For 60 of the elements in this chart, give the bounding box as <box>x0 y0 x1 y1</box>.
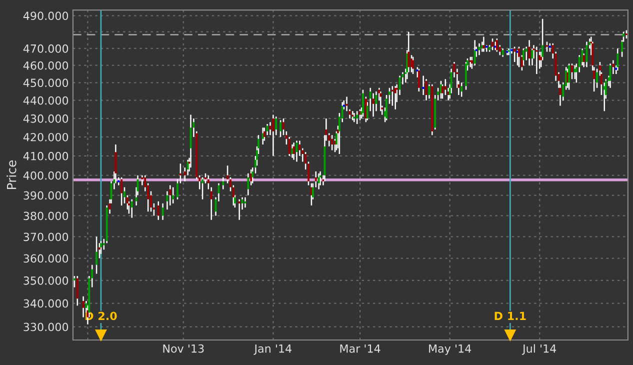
y-tick-label: 380.000 <box>24 212 68 220</box>
x-tick-label: Nov '13 <box>163 344 204 353</box>
ref-line-label: D 1.1 <box>494 312 526 320</box>
candlestick <box>179 163 182 184</box>
candlestick <box>469 56 472 68</box>
candlestick <box>176 178 178 200</box>
candlestick <box>247 172 250 196</box>
x-tick-label: May '14 <box>429 344 472 355</box>
x-tick-label: Jul '14 <box>522 344 556 355</box>
candlestick <box>318 172 320 190</box>
candlestick <box>169 184 172 206</box>
y-tick-label: 400.000 <box>23 171 68 180</box>
y-tick-label: 390.000 <box>24 191 68 200</box>
candlestick <box>571 63 573 80</box>
candlestick <box>130 198 133 218</box>
y-tick-label: 450.000 <box>23 78 68 88</box>
candlestick <box>120 176 123 206</box>
y-tick-label: 430.000 <box>23 114 68 123</box>
y-tick-label: 330.000 <box>24 322 68 332</box>
y-tick-label: 440.000 <box>23 96 68 105</box>
candlestick <box>222 176 224 190</box>
candlestick <box>546 41 548 52</box>
y-axis-title: Price <box>6 160 16 190</box>
y-tick-label: 420.000 <box>23 132 68 142</box>
candlestick <box>76 275 78 306</box>
candlestick <box>353 112 356 123</box>
y-tick-label: 490.000 <box>23 12 68 20</box>
candlestick <box>280 120 282 138</box>
candlestick <box>356 110 358 125</box>
candlestick <box>626 30 628 40</box>
y-tick-label: 370.000 <box>24 232 68 242</box>
candlestick <box>74 275 76 288</box>
candlestick <box>96 236 98 274</box>
candlestick <box>568 63 570 90</box>
y-tick-label: 460.000 <box>23 61 68 70</box>
candlestick <box>391 86 394 106</box>
candlestick <box>394 86 396 110</box>
candlestick <box>272 114 274 157</box>
y-tick-label: 360.000 <box>24 254 68 263</box>
candlestick <box>238 198 240 221</box>
candlestick <box>262 127 264 146</box>
candlestick <box>514 46 516 63</box>
candlestick <box>172 186 174 204</box>
candlestick <box>616 48 619 72</box>
candlestick <box>331 134 334 151</box>
x-tick-label: Mar '14 <box>340 344 380 353</box>
candlestick <box>157 200 160 221</box>
y-tick-label: 410.000 <box>23 152 68 160</box>
candlestick <box>474 39 476 66</box>
candlestick <box>528 39 530 66</box>
candlestick <box>492 38 494 51</box>
x-tick-label: Jan '14 <box>254 344 292 355</box>
candlestick <box>282 118 284 136</box>
y-tick-label: 340.000 <box>24 299 68 308</box>
candlestick <box>482 36 485 52</box>
y-tick-label: 470.000 <box>23 44 68 53</box>
candlestick <box>460 82 463 98</box>
y-tick-label: 350.000 <box>24 276 68 285</box>
candlestick <box>202 176 204 200</box>
candlestick <box>536 46 538 75</box>
